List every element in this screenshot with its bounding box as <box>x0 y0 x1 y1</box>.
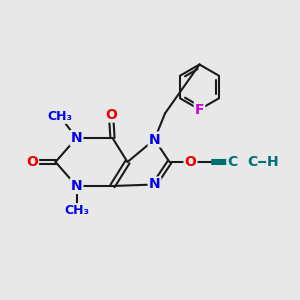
Text: CH₃: CH₃ <box>64 204 89 217</box>
Text: F: F <box>195 103 204 116</box>
Text: C: C <box>247 155 257 169</box>
Text: H: H <box>267 155 279 169</box>
Text: O: O <box>105 108 117 122</box>
Text: N: N <box>149 133 160 146</box>
Text: N: N <box>71 179 82 193</box>
Text: CH₃: CH₃ <box>47 110 73 123</box>
Text: N: N <box>149 178 160 191</box>
Text: C: C <box>227 155 238 169</box>
Text: N: N <box>71 131 82 145</box>
Text: O: O <box>184 155 196 169</box>
Text: O: O <box>26 155 38 169</box>
